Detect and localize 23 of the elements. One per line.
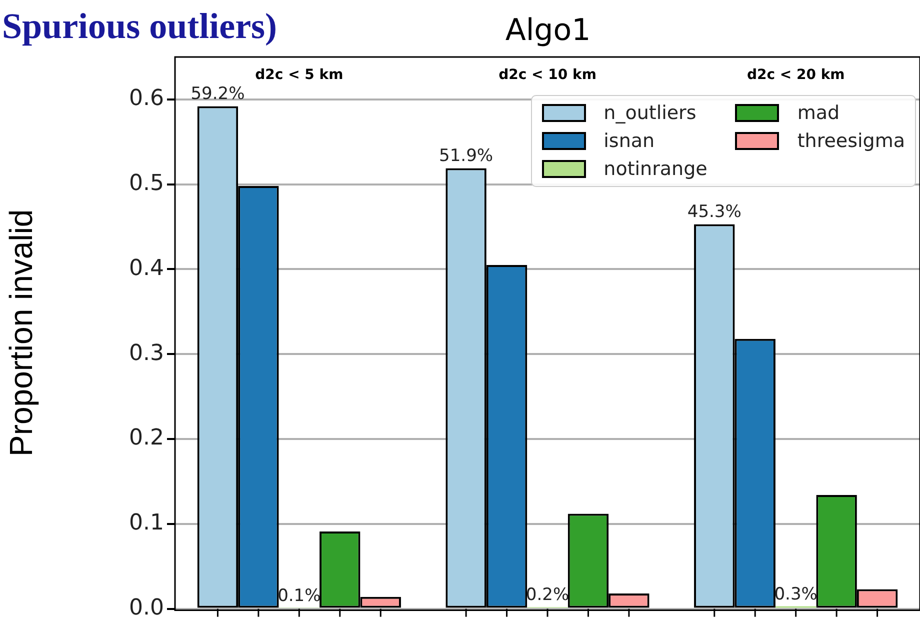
y-tick-label: 0.6 bbox=[129, 86, 164, 112]
y-tick-label: 0.1 bbox=[129, 510, 164, 536]
chart-title: Algo1 bbox=[505, 13, 591, 48]
y-tick-label: 0.0 bbox=[129, 596, 164, 621]
legend-label: n_outliers bbox=[604, 102, 696, 124]
data-label: 45.3% bbox=[687, 202, 742, 222]
y-axis-title: Proportion invalid bbox=[3, 209, 40, 457]
text: Spurious outliers) bbox=[2, 6, 278, 46]
data-label: 0.3% bbox=[774, 584, 818, 604]
legend-label: notinrange bbox=[604, 158, 708, 180]
x-tick-label: d2c < 10 km bbox=[498, 67, 596, 83]
legend-label: mad bbox=[797, 102, 840, 124]
x-tick-label: d2c < 20 km bbox=[746, 67, 845, 83]
legend-label: isnan bbox=[604, 130, 655, 152]
y-tick-label: 0.5 bbox=[129, 171, 164, 196]
data-label: 0.1% bbox=[278, 586, 321, 606]
y-tick-label: 0.4 bbox=[129, 256, 164, 281]
y-tick-label: 0.2 bbox=[129, 426, 164, 451]
data-label: 51.9% bbox=[439, 146, 494, 166]
y-tick-label: 0.3 bbox=[129, 340, 164, 366]
x-tick-label: d2c < 5 km bbox=[255, 67, 344, 83]
legend-label: threesigma bbox=[797, 130, 905, 152]
data-label: 59.2% bbox=[190, 84, 245, 104]
